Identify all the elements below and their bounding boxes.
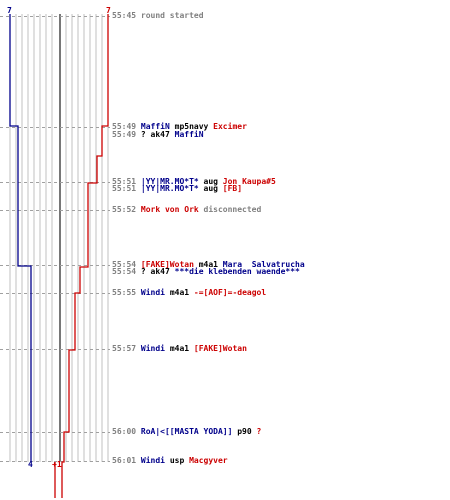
event-row: 55:52 Mork von Ork disconnected xyxy=(112,204,261,215)
event-text: Excimer xyxy=(213,122,247,131)
event-row: 55:45 round started xyxy=(112,10,204,21)
event-text: Mork von Ork xyxy=(140,205,199,214)
event-time: 56:00 xyxy=(112,427,141,436)
event-text: ? xyxy=(256,427,262,436)
event-text: usp xyxy=(165,456,190,465)
event-text: ***die klebenden waende*** xyxy=(174,267,300,276)
event-time: 55:51 xyxy=(112,184,141,193)
event-text: -=[AOF]=-deagol xyxy=(193,288,267,297)
event-text: Windi xyxy=(140,344,165,353)
event-text: p90 xyxy=(232,427,257,436)
event-text: MaffiN xyxy=(140,122,170,131)
event-row: 55:54 [FAKE]Wotan m4a1 Mara Salvatrucha xyxy=(112,259,305,270)
event-text: ? ak47 xyxy=(140,267,175,276)
event-time: 55:55 xyxy=(112,288,141,297)
blue-end-score: 4 xyxy=(28,460,33,469)
event-time: 55:54 xyxy=(112,267,141,276)
event-text: aug xyxy=(198,177,223,186)
player-grid-lines xyxy=(9,14,109,462)
event-text: Macgyver xyxy=(189,456,228,465)
event-text: m4a1 xyxy=(165,288,194,297)
event-text: ? ak47 xyxy=(140,130,175,139)
event-text: [FAKE]Wotan xyxy=(193,344,247,353)
event-text: |YY|MR.MO*T* xyxy=(140,177,199,186)
event-text: mp5navy xyxy=(169,122,214,131)
event-row: 56:01 Windi usp Macgyver xyxy=(112,455,228,466)
event-text: round started xyxy=(140,11,204,20)
event-text: |YY|MR.MO*T* xyxy=(140,184,199,193)
red-team-line xyxy=(61,14,109,498)
event-row: 55:57 Windi m4a1 [FAKE]Wotan xyxy=(112,343,247,354)
blue-team-line xyxy=(9,14,32,462)
event-row: 55:55 Windi m4a1 -=[AOF]=-deagol xyxy=(112,287,266,298)
event-row: 55:49 ? ak47 MaffiN xyxy=(112,129,204,140)
event-text: m4a1 xyxy=(165,344,194,353)
event-text: Windi xyxy=(140,456,165,465)
event-row: 55:54 ? ak47 ***die klebenden waende*** xyxy=(112,266,300,277)
event-text: m4a1 xyxy=(193,260,223,269)
event-row: 56:00 RoA|<[[MASTA YODA]] p90 ? xyxy=(112,426,261,437)
event-time: 55:49 xyxy=(112,122,141,131)
event-text: aug xyxy=(198,184,223,193)
event-text: Mara Salvatrucha xyxy=(222,260,305,269)
event-time: 55:57 xyxy=(112,344,141,353)
event-text: RoA|<[[MASTA YODA]] xyxy=(140,427,233,436)
event-time: 56:01 xyxy=(112,456,141,465)
event-text: [FAKE]Wotan xyxy=(140,260,194,269)
event-time: 55:45 xyxy=(112,11,141,20)
event-time: 55:51 xyxy=(112,177,141,186)
event-text: MaffiN xyxy=(174,130,204,139)
red-start-score: 7 xyxy=(106,6,111,15)
event-row: 55:51 |YY|MR.MO*T* aug [FB] xyxy=(112,183,242,194)
event-text: Windi xyxy=(140,288,165,297)
event-row: 55:49 MaffiN mp5navy Excimer xyxy=(112,121,247,132)
red-end-score: +1 xyxy=(52,460,62,469)
event-text: Jon Kaupa#5 xyxy=(222,177,276,186)
event-time: 55:52 xyxy=(112,205,141,214)
event-time: 55:49 xyxy=(112,130,141,139)
event-text: disconnected xyxy=(198,205,262,214)
event-time: 55:54 xyxy=(112,260,141,269)
event-row: 55:51 |YY|MR.MO*T* aug Jon Kaupa#5 xyxy=(112,176,276,187)
event-text: [FB] xyxy=(222,184,243,193)
blue-start-score: 7 xyxy=(7,6,12,15)
